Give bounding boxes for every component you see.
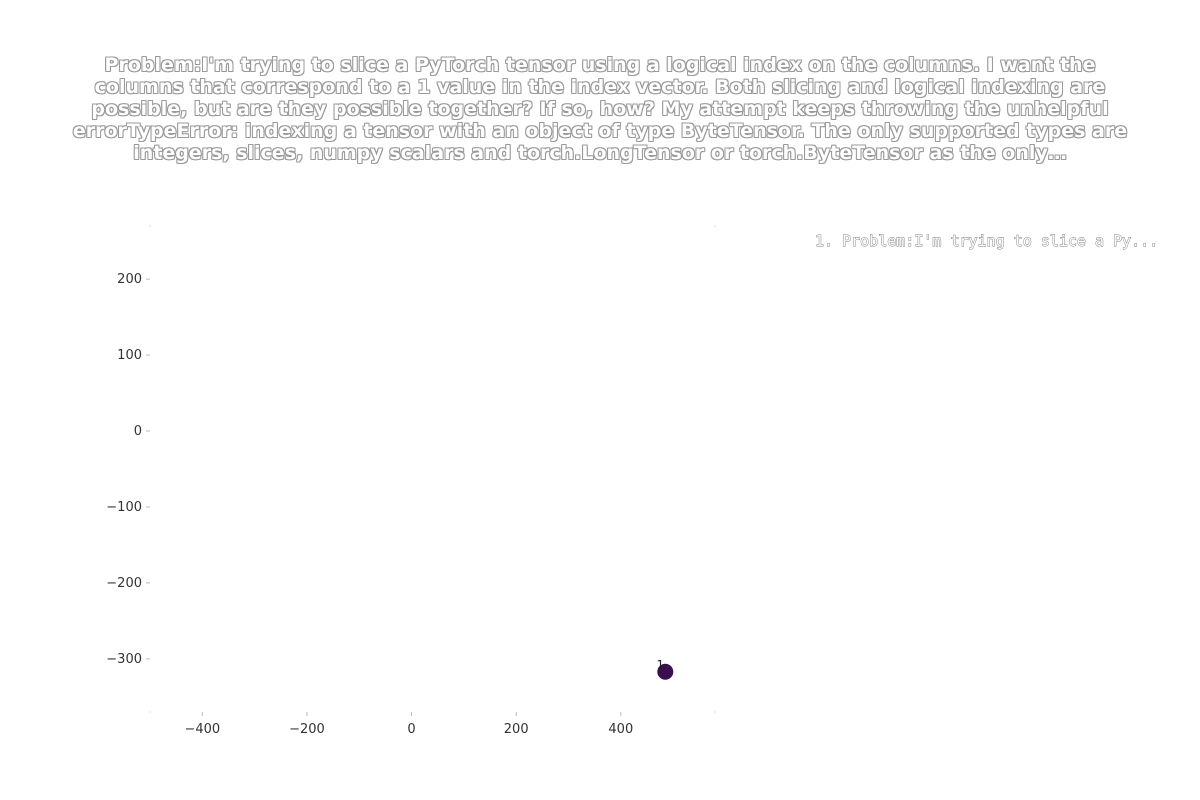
data-point [657,663,674,680]
legend-entry: 1. Problem:I'm trying to slice a Py... [815,232,1158,250]
plot-corner [149,225,151,227]
y-axis: 200 100 0 −100 −200 −300 [106,272,150,667]
x-tick-label: −400 [184,722,220,737]
x-axis: −400 −200 0 200 400 [184,712,633,737]
y-tick-label: 100 [117,348,142,363]
plot-corner [714,711,716,713]
y-tick-label: −200 [106,576,142,591]
plot-corner [149,711,151,713]
chart-title: Problem:I'm trying to slice a PyTorch te… [72,54,1128,164]
y-tick-label: −300 [106,652,142,667]
data-points: 1 [656,658,674,680]
y-tick-label: 200 [117,272,142,287]
x-tick-label: 0 [407,722,415,737]
plot-corner [714,225,716,227]
x-tick-label: 200 [504,722,529,737]
x-tick-label: 400 [608,722,633,737]
x-tick-label: −200 [289,722,325,737]
data-point-label: 1 [656,658,664,672]
y-tick-label: −100 [106,500,142,515]
y-tick-label: 0 [134,424,142,439]
